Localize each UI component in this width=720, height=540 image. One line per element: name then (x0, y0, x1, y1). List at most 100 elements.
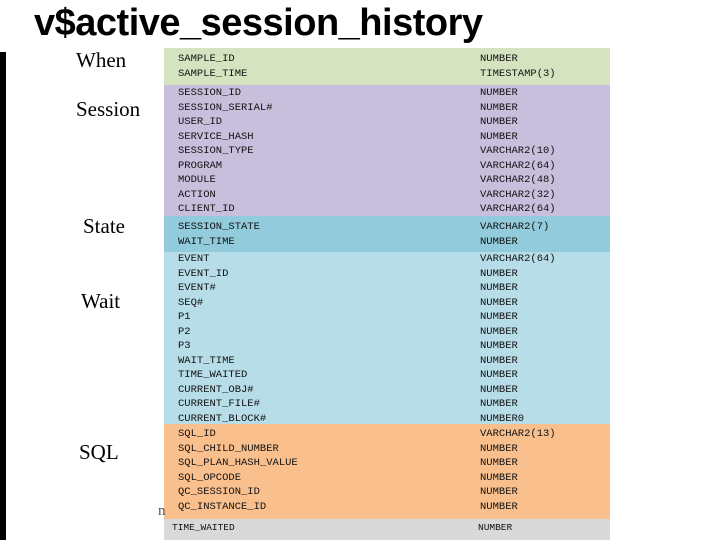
state-column-row: SESSION_STATE VARCHAR2(7) (178, 220, 608, 235)
column-type: NUMBER (480, 130, 518, 143)
session-column-row: MODULE VARCHAR2(48) (178, 173, 608, 188)
wait-column-row: SEQ# NUMBER (178, 296, 608, 311)
when-band (164, 48, 610, 85)
column-name: SESSION_SERIAL# (178, 101, 273, 114)
column-name: CURRENT_FILE# (178, 398, 260, 410)
column-name: SAMPLE_ID (178, 53, 235, 65)
wait-band (164, 252, 610, 424)
column-type: NUMBER0 (480, 412, 525, 425)
when-rows: SAMPLE_ID NUMBER SAMPLE_TIME TIMESTAMP(3) (178, 52, 608, 81)
column-name: SAMPLE_TIME (178, 67, 248, 80)
column-type: NUMBER (480, 340, 518, 352)
column-name: EVENT# (178, 282, 216, 294)
bottom-row: TIME_WAITED NUMBER (172, 522, 602, 533)
category-session-label: Session (76, 97, 141, 121)
column-type: NUMBER (480, 311, 518, 323)
column-name: MODULE (178, 174, 216, 186)
wait-column-row: CURRENT_OBJ# NUMBER (178, 383, 608, 398)
column-type: NUMBER (480, 116, 518, 128)
column-name: CURRENT_BLOCK# (178, 412, 267, 425)
column-type: VARCHAR2(32) (480, 188, 556, 201)
column-type: NUMBER (480, 398, 518, 410)
column-type: NUMBER (480, 442, 518, 455)
column-type: NUMBER (480, 235, 518, 248)
column-name: SQL_ID (178, 428, 216, 440)
column-type: VARCHAR2(10) (480, 145, 556, 157)
wait-column-row: EVENT VARCHAR2(64) (178, 252, 608, 267)
session-column-row: CLIENT_ID VARCHAR2(64) (178, 202, 608, 217)
column-name: TIME_WAITED (178, 369, 248, 381)
column-name: WAIT_TIME (178, 354, 235, 367)
column-name: SERVICE_HASH (178, 130, 254, 143)
column-type: TIMESTAMP(3) (480, 67, 556, 80)
session-column-row: SESSION_ID NUMBER (178, 86, 608, 101)
column-name: SESSION_STATE (178, 221, 260, 233)
column-type: NUMBER (480, 87, 518, 99)
column-type: NUMBER (480, 53, 518, 65)
wait-column-row: P3 NUMBER (178, 339, 608, 354)
state-rows: SESSION_STATE VARCHAR2(7) WAIT_TIME NUMBER (178, 220, 608, 249)
category-sql-label: SQL (79, 440, 119, 464)
column-type: VARCHAR2(48) (480, 174, 556, 186)
column-name: PROGRAM (178, 159, 223, 172)
column-type: NUMBER (480, 267, 518, 280)
session-column-row: PROGRAM VARCHAR2(64) (178, 159, 608, 174)
stray-glyph: n (158, 503, 166, 519)
wait-column-row: TIME_WAITED NUMBER (178, 368, 608, 383)
wait-column-row: CURRENT_FILE# NUMBER (178, 397, 608, 412)
column-type: NUMBER (480, 101, 518, 114)
sql-band (164, 424, 610, 519)
wait-column-row: P2 NUMBER (178, 325, 608, 340)
sql-column-row: QC_INSTANCE_ID NUMBER (178, 500, 608, 515)
session-column-row: SESSION_TYPE VARCHAR2(10) (178, 144, 608, 159)
column-type: VARCHAR2(64) (480, 159, 556, 172)
sql-column-row: QC_SESSION_ID NUMBER (178, 485, 608, 500)
state-column-row: WAIT_TIME NUMBER (178, 235, 608, 250)
column-name: WAIT_TIME (178, 235, 235, 248)
column-type: VARCHAR2(64) (480, 203, 556, 215)
session-column-row: SERVICE_HASH NUMBER (178, 130, 608, 145)
session-column-row: USER_ID NUMBER (178, 115, 608, 130)
wait-column-row: EVENT# NUMBER (178, 281, 608, 296)
column-name: USER_ID (178, 116, 223, 128)
column-type: NUMBER (480, 282, 518, 294)
wait-column-row: P1 NUMBER (178, 310, 608, 325)
column-type: NUMBER (480, 486, 518, 498)
column-type: VARCHAR2(7) (480, 221, 550, 233)
when-column-row: SAMPLE_ID NUMBER (178, 52, 608, 67)
session-column-row: SESSION_SERIAL# NUMBER (178, 101, 608, 116)
column-name: SQL_OPCODE (178, 471, 242, 484)
column-name: ACTION (178, 188, 216, 201)
wait-column-row: EVENT_ID NUMBER (178, 267, 608, 282)
column-name: QC_INSTANCE_ID (178, 500, 267, 513)
session-band (164, 85, 610, 216)
column-type: NUMBER (480, 369, 518, 381)
bottom-band (164, 519, 610, 540)
slide-left-edge-bar (0, 52, 6, 540)
column-type: NUMBER (480, 383, 518, 396)
column-type: NUMBER (478, 522, 513, 533)
session-column-row: ACTION VARCHAR2(32) (178, 188, 608, 203)
category-when-label: When (76, 48, 127, 72)
category-state-label: State (83, 214, 125, 238)
column-type: NUMBER (480, 457, 518, 469)
column-name: SESSION_TYPE (178, 145, 254, 157)
sql-column-row: SQL_CHILD_NUMBER NUMBER (178, 442, 608, 457)
wait-rows: EVENT VARCHAR2(64) EVENT_ID NUMBER EVENT# NUM… (178, 252, 608, 426)
wait-column-row: CURRENT_BLOCK# NUMBER0 (178, 412, 608, 427)
column-name: CLIENT_ID (178, 203, 235, 215)
column-type: NUMBER (480, 471, 518, 484)
column-name: P1 (178, 311, 191, 323)
column-type: VARCHAR2(64) (480, 253, 556, 265)
column-name: TIME_WAITED (172, 522, 235, 533)
column-name: EVENT (178, 253, 210, 265)
column-name: EVENT_ID (178, 267, 229, 280)
column-type: NUMBER (480, 325, 518, 338)
category-wait-label: Wait (81, 289, 121, 313)
sql-column-row: SQL_OPCODE NUMBER (178, 471, 608, 486)
sql-rows: SQL_ID VARCHAR2(13) SQL_CHILD_NUMBER NUMBER… (178, 427, 608, 514)
column-name: SEQ# (178, 296, 204, 309)
state-band (164, 216, 610, 252)
sql-column-row: SQL_ID VARCHAR2(13) (178, 427, 608, 442)
slide-title: v$active_session_history (34, 2, 483, 44)
